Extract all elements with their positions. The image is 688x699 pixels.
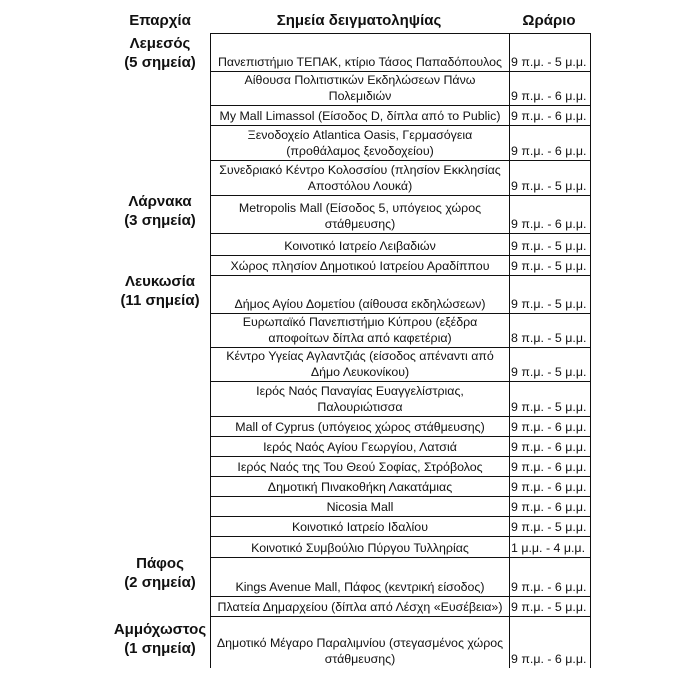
- table-row: Χώρος πλησίον Δημοτικού Ιατρείου Αραδίππ…: [210, 255, 591, 276]
- hours-cell: 9 π.μ. - 5 μ.μ.: [509, 347, 591, 382]
- site-cell: Nicosia Mall: [210, 496, 510, 517]
- hours-cell: 9 π.μ. - 6 μ.μ.: [509, 557, 591, 597]
- hours-cell: 9 π.μ. - 6 μ.μ.: [509, 496, 591, 517]
- hours-cell: 9 π.μ. - 5 μ.μ.: [509, 275, 591, 314]
- site-cell: Πανεπιστήμιο ΤΕΠΑΚ, κτίριο Τάσος Παπαδόπ…: [210, 33, 510, 72]
- hours-cell: 9 π.μ. - 6 μ.μ.: [509, 71, 591, 106]
- site-cell: Metropolis Mall (Είσοδος 5, υπόγειος χώρ…: [210, 195, 510, 234]
- site-cell: Ξενοδοχείο Atlantica Oasis, Γερμασόγεια …: [210, 125, 510, 161]
- site-cell: Kings Avenue Mall, Πάφος (κεντρική είσοδ…: [210, 557, 510, 597]
- hours-cell: 9 π.μ. - 5 μ.μ.: [509, 160, 591, 196]
- region-name: Λεμεσός: [129, 35, 191, 52]
- hours-cell: 8 π.μ. - 5 μ.μ.: [509, 313, 591, 348]
- site-cell: Κέντρο Υγείας Αγλαντζιάς (είσοδος απέναν…: [210, 347, 510, 382]
- column-header-site: Σημεία δειγματοληψίας: [276, 12, 442, 29]
- site-cell: Ιερός Ναός Αγίου Γεωργίου, Λατσιά: [210, 436, 510, 457]
- table-row: Kings Avenue Mall, Πάφος (κεντρική είσοδ…: [210, 557, 591, 597]
- hours-cell: 9 π.μ. - 6 μ.μ.: [509, 616, 591, 668]
- site-cell: Συνεδριακό Κέντρο Κολοσσίου (πλησίον Εκκ…: [210, 160, 510, 196]
- table-row: Δημοτική Πινακοθήκη Λακατάμιας 9 π.μ. - 6…: [210, 476, 591, 497]
- site-cell: Κοινοτικό Ιατρείο Λειβαδιών: [210, 233, 510, 256]
- sampling-sites-table: Πανεπιστήμιο ΤΕΠΑΚ, κτίριο Τάσος Παπαδόπ…: [210, 33, 591, 668]
- column-header-region: Επαρχία: [129, 12, 191, 29]
- table-row: Πλατεία Δημαρχείου (δίπλα από Λέσχη «Ευσ…: [210, 596, 591, 617]
- site-cell: Κοινοτικό Ιατρείο Ιδαλίου: [210, 516, 510, 537]
- site-cell: My Mall Limassol (Είσοδος D, δίπλα από τ…: [210, 105, 510, 126]
- hours-cell: 9 π.μ. - 5 μ.μ.: [509, 33, 591, 72]
- hours-cell: 9 π.μ. - 5 μ.μ.: [509, 516, 591, 537]
- column-header-hours: Ωράριο: [522, 12, 576, 29]
- region-count: (3 σημεία): [124, 212, 196, 229]
- region-label: Αμμόχωστος (1 σημεία): [105, 620, 215, 658]
- table-row: Metropolis Mall (Είσοδος 5, υπόγειος χώρ…: [210, 195, 591, 234]
- table-row: Ιερός Ναός Αγίου Γεωργίου, Λατσιά 9 π.μ. …: [210, 436, 591, 457]
- table-row: Κοινοτικό Συμβούλιο Πύργου Τυλληρίας 1 μ.…: [210, 536, 591, 558]
- table-row: Συνεδριακό Κέντρο Κολοσσίου (πλησίον Εκκ…: [210, 160, 591, 196]
- hours-cell: 9 π.μ. - 5 μ.μ.: [509, 381, 591, 417]
- table-row: Ξενοδοχείο Atlantica Oasis, Γερμασόγεια …: [210, 125, 591, 161]
- table-row: Πανεπιστήμιο ΤΕΠΑΚ, κτίριο Τάσος Παπαδόπ…: [210, 33, 591, 72]
- hours-cell: 9 π.μ. - 5 μ.μ.: [509, 233, 591, 256]
- table-row: Ευρωπαϊκό Πανεπιστήμιο Κύπρου (εξέδρα απ…: [210, 313, 591, 348]
- region-name: Αμμόχωστος: [113, 621, 207, 638]
- table-row: Δημοτικό Μέγαρο Παραλιμνίου (στεγασμένος…: [210, 616, 591, 668]
- region-name: Λάρνακα: [128, 193, 192, 210]
- region-label: Λάρνακα (3 σημεία): [105, 192, 215, 230]
- hours-cell: 9 π.μ. - 5 μ.μ.: [509, 255, 591, 276]
- region-count: (1 σημεία): [124, 640, 196, 657]
- table-row: My Mall Limassol (Είσοδος D, δίπλα από τ…: [210, 105, 591, 126]
- site-cell: Ευρωπαϊκό Πανεπιστήμιο Κύπρου (εξέδρα απ…: [210, 313, 510, 348]
- table-row: Nicosia Mall 9 π.μ. - 6 μ.μ.: [210, 496, 591, 517]
- site-cell: Mall of Cyprus (υπόγειος χώρος στάθμευση…: [210, 416, 510, 437]
- site-cell: Ιερός Ναός της Του Θεού Σοφίας, Στρόβολο…: [210, 456, 510, 477]
- hours-cell: 9 π.μ. - 6 μ.μ.: [509, 436, 591, 457]
- region-name: Πάφος: [136, 555, 184, 572]
- hours-cell: 9 π.μ. - 6 μ.μ.: [509, 416, 591, 437]
- hours-cell: 9 π.μ. - 5 μ.μ.: [509, 596, 591, 617]
- site-cell: Αίθουσα Πολιτιστικών Εκδηλώσεων Πάνω Πολ…: [210, 71, 510, 106]
- table-row: Mall of Cyprus (υπόγειος χώρος στάθμευση…: [210, 416, 591, 437]
- table-row: Κοινοτικό Ιατρείο Λειβαδιών 9 π.μ. - 5 μ.…: [210, 233, 591, 256]
- site-cell: Δημοτικό Μέγαρο Παραλιμνίου (στεγασμένος…: [210, 616, 510, 668]
- region-count: (2 σημεία): [124, 574, 196, 591]
- site-cell: Χώρος πλησίον Δημοτικού Ιατρείου Αραδίππ…: [210, 255, 510, 276]
- hours-cell: 9 π.μ. - 6 μ.μ.: [509, 456, 591, 477]
- site-cell: Πλατεία Δημαρχείου (δίπλα από Λέσχη «Ευσ…: [210, 596, 510, 617]
- hours-cell: 1 μ.μ. - 4 μ.μ.: [509, 536, 591, 558]
- region-label: Πάφος (2 σημεία): [105, 554, 215, 592]
- region-count: (11 σημεία): [120, 292, 200, 309]
- hours-cell: 9 π.μ. - 6 μ.μ.: [509, 476, 591, 497]
- hours-cell: 9 π.μ. - 6 μ.μ.: [509, 125, 591, 161]
- table-row: Ιερός Ναός Παναγίας Ευαγγελίστριας, Παλο…: [210, 381, 591, 417]
- site-cell: Δήμος Αγίου Δομετίου (αίθουσα εκδηλώσεων…: [210, 275, 510, 314]
- region-name: Λευκωσία: [124, 273, 196, 290]
- hours-cell: 9 π.μ. - 6 μ.μ.: [509, 105, 591, 126]
- table-row: Κοινοτικό Ιατρείο Ιδαλίου 9 π.μ. - 5 μ.μ.: [210, 516, 591, 537]
- region-label: Λευκωσία (11 σημεία): [105, 272, 215, 310]
- region-count: (5 σημεία): [124, 54, 196, 71]
- table-row: Αίθουσα Πολιτιστικών Εκδηλώσεων Πάνω Πολ…: [210, 71, 591, 106]
- site-cell: Ιερός Ναός Παναγίας Ευαγγελίστριας, Παλο…: [210, 381, 510, 417]
- table-row: Κέντρο Υγείας Αγλαντζιάς (είσοδος απέναν…: [210, 347, 591, 382]
- site-cell: Δημοτική Πινακοθήκη Λακατάμιας: [210, 476, 510, 497]
- hours-cell: 9 π.μ. - 6 μ.μ.: [509, 195, 591, 234]
- region-label: Λεμεσός (5 σημεία): [105, 34, 215, 72]
- table-row: Δήμος Αγίου Δομετίου (αίθουσα εκδηλώσεων…: [210, 275, 591, 314]
- site-cell: Κοινοτικό Συμβούλιο Πύργου Τυλληρίας: [210, 536, 510, 558]
- table-row: Ιερός Ναός της Του Θεού Σοφίας, Στρόβολο…: [210, 456, 591, 477]
